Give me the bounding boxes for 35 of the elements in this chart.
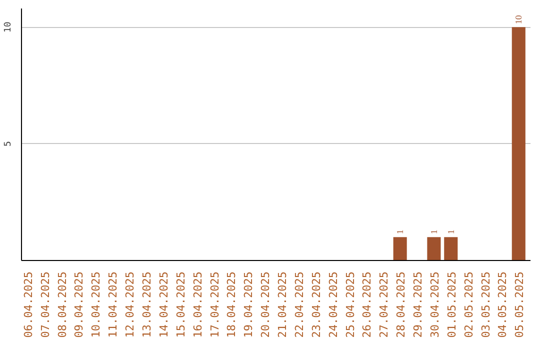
x-tick-label: 03.05.2025 <box>479 271 492 338</box>
data-label: 1 <box>446 230 456 234</box>
x-tick-label: 18.04.2025 <box>225 271 238 338</box>
x-tick-label: 08.04.2025 <box>56 271 69 338</box>
x-tick-label: 29.04.2025 <box>412 271 425 338</box>
x-tick-label: 06.04.2025 <box>22 271 35 338</box>
x-tick-label: 26.04.2025 <box>360 271 374 338</box>
x-tick-label: 24.04.2025 <box>326 271 340 338</box>
x-tick-label: 09.04.2025 <box>72 271 86 338</box>
data-label: 1 <box>395 230 406 234</box>
x-tick-label: 10.04.2025 <box>90 271 103 338</box>
x-tick-label: 01.05.2025 <box>445 271 458 338</box>
x-tick-label: 12.04.2025 <box>124 271 137 338</box>
x-tick-label: 19.04.2025 <box>242 271 256 338</box>
x-tick-label: 27.04.2025 <box>378 271 391 338</box>
x-tick-label: 30.04.2025 <box>428 271 442 338</box>
y-tick-label: 5 <box>4 141 14 147</box>
data-label: 10 <box>514 14 524 24</box>
x-tick-label: 21.04.2025 <box>276 271 290 338</box>
x-tick-label: 13.04.2025 <box>140 271 154 338</box>
data-label: 1 <box>428 230 439 234</box>
x-tick-label: 14.04.2025 <box>157 271 170 338</box>
x-tick-label: 28.04.2025 <box>394 271 408 338</box>
x-tick-label: 20.04.2025 <box>259 271 272 338</box>
x-tick-label: 17.04.2025 <box>208 271 222 338</box>
x-tick-label: 15.04.2025 <box>174 271 188 338</box>
x-tick-label: 07.04.2025 <box>38 271 52 338</box>
x-tick-label: 02.05.2025 <box>462 271 476 338</box>
x-tick-label: 22.04.2025 <box>292 271 306 338</box>
x-tick-label: 11.04.2025 <box>106 271 120 338</box>
x-tick-label: 05.05.2025 <box>513 271 526 338</box>
x-tick-label: 16.04.2025 <box>191 271 204 338</box>
x-tick-label: 23.04.2025 <box>310 271 323 338</box>
x-tick-label: 25.04.2025 <box>344 271 357 338</box>
x-tick-label: 04.05.2025 <box>496 271 510 338</box>
